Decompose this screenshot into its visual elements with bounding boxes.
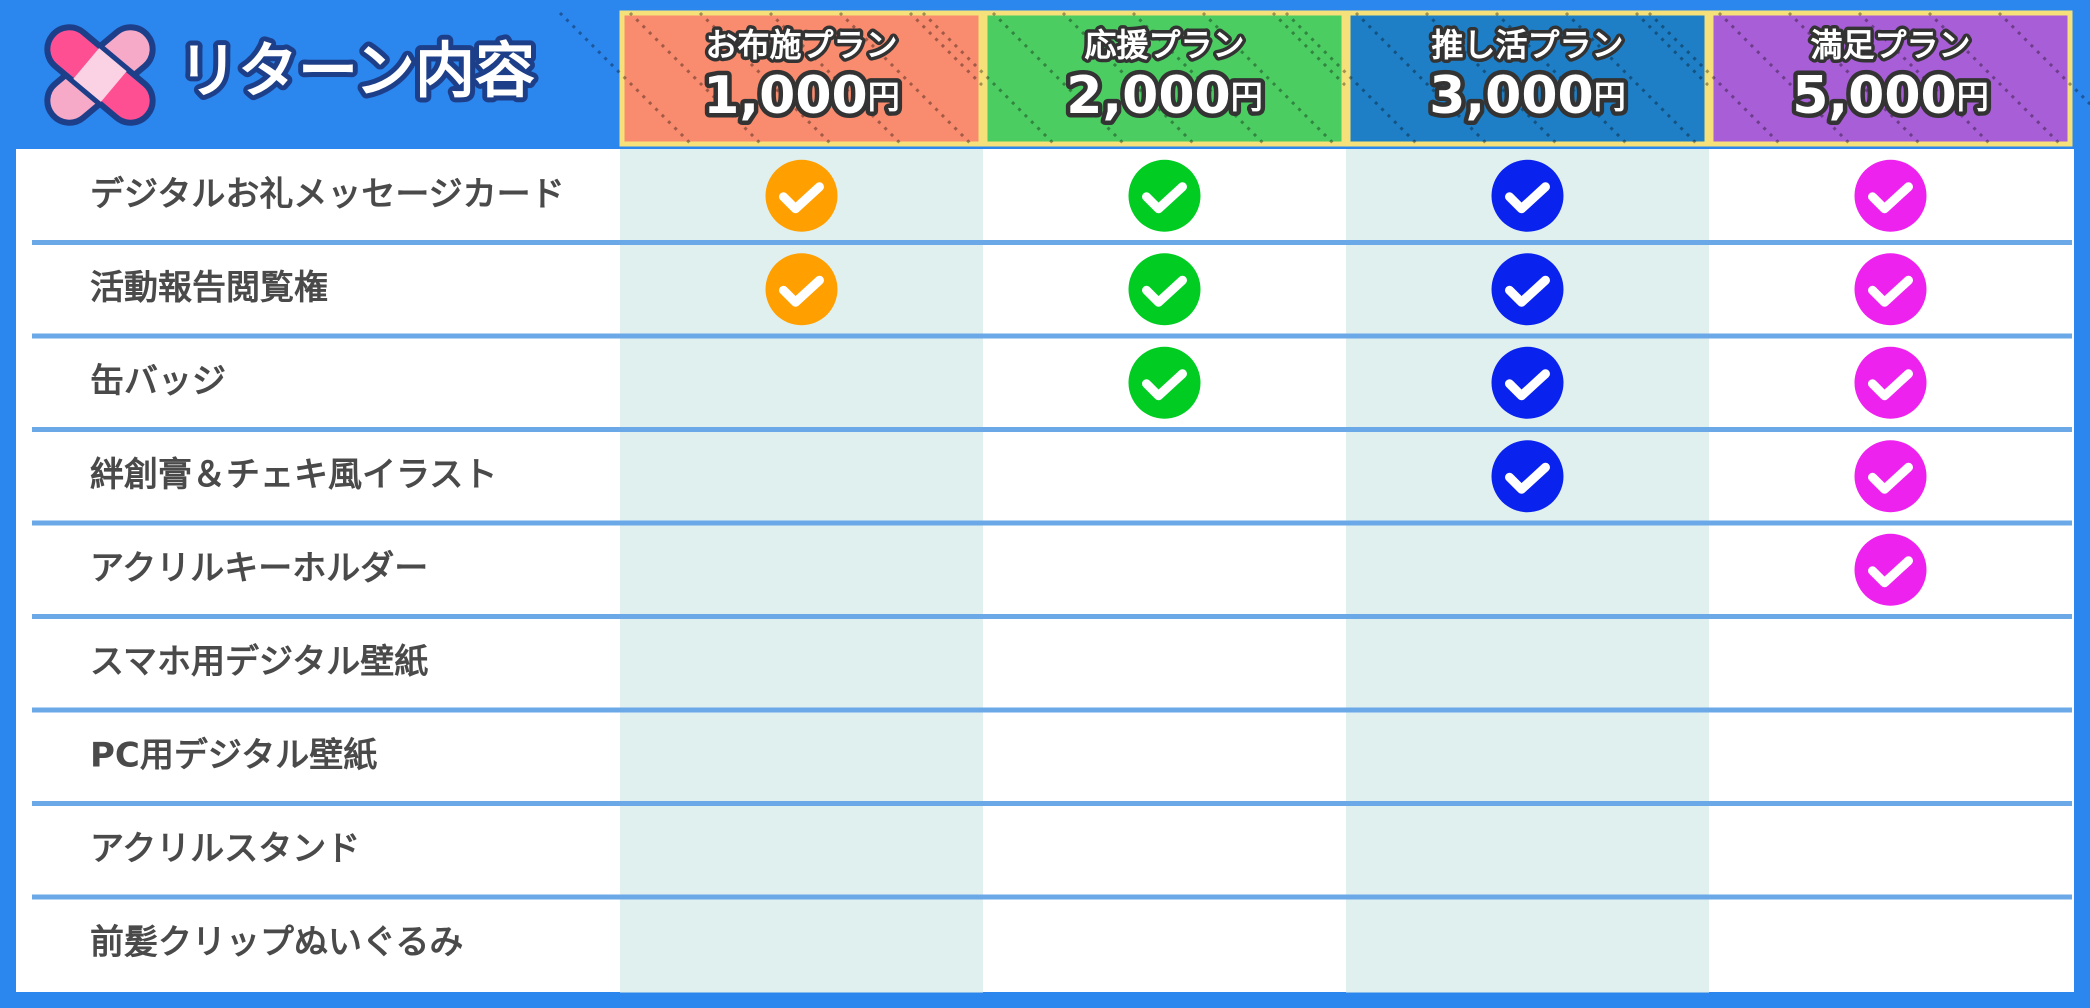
plan-price: 3,000円: [1429, 66, 1626, 126]
plan-header: [982, 10, 1347, 147]
check-mark: [1505, 462, 1550, 494]
check-icon: [1128, 253, 1201, 326]
price-amount: 3,000: [1429, 66, 1593, 126]
check-icon: [1854, 533, 1927, 606]
check-circle: [1854, 346, 1927, 419]
price-unit: 円: [1957, 78, 1989, 116]
check-circle: [1491, 440, 1564, 513]
item-label: アクリルスタンド: [90, 829, 360, 869]
item-label: デジタルお礼メッセージカード: [90, 174, 565, 214]
plan-header: [619, 10, 984, 147]
price-unit: 円: [1231, 78, 1263, 116]
plan-header: [1345, 10, 1710, 147]
pattern-line: [1354, 11, 1489, 146]
title: リターン内容: [178, 37, 535, 107]
pattern-line: [1717, 11, 1852, 146]
pattern-line: [1494, 11, 1629, 146]
pattern-line: [1787, 11, 1922, 146]
check-circle: [1128, 159, 1201, 232]
check-icon: [1128, 346, 1201, 419]
check-icon: [1854, 440, 1927, 513]
check-circle: [1854, 440, 1927, 513]
check-mark: [1142, 182, 1187, 214]
price-amount: 5,000: [1792, 66, 1956, 126]
pattern-line: [768, 11, 903, 146]
pattern-line: [838, 11, 973, 146]
check-circle: [1128, 253, 1201, 326]
check-icon: [1128, 159, 1201, 232]
check-icon: [1491, 253, 1564, 326]
bandage-icon: [44, 24, 156, 126]
plan-name: 推し活プラン: [1431, 26, 1623, 64]
pattern-line: [628, 11, 763, 146]
price-unit: 円: [1594, 78, 1626, 116]
check-circle: [1491, 346, 1564, 419]
price-amount: 1,000: [703, 66, 867, 126]
check-circle: [1128, 346, 1201, 419]
item-label: 活動報告閲覧権: [90, 268, 328, 308]
check-circle: [1854, 253, 1927, 326]
check-mark: [1868, 556, 1913, 588]
item-label: 絆創膏＆チェキ風イラスト: [90, 455, 497, 495]
check-icon: [1854, 159, 1927, 232]
check-icon: [1491, 440, 1564, 513]
table-body: [16, 149, 2074, 992]
check-mark: [1505, 369, 1550, 401]
check-icon: [1491, 159, 1564, 232]
plan-name: 応援プラン: [1084, 26, 1244, 64]
pattern-line: [1284, 11, 1419, 146]
check-mark: [1868, 275, 1913, 307]
price-amount: 2,000: [1066, 66, 1230, 126]
plan-price: 5,000円: [1792, 66, 1989, 126]
plan-header: [1708, 10, 2073, 147]
item-label: 缶バッジ: [90, 361, 226, 401]
pattern-line: [1997, 11, 2090, 107]
item-label: 前髪クリップぬいぐるみ: [90, 922, 463, 962]
check-mark: [779, 275, 824, 307]
check-icon: [765, 159, 838, 232]
check-mark: [1868, 182, 1913, 214]
plan-name: 満足プラン: [1810, 26, 1970, 64]
item-label: PC用デジタル壁紙: [90, 735, 377, 775]
pattern-line: [1424, 11, 1559, 146]
check-mark: [1505, 275, 1550, 307]
item-label: アクリルキーホルダー: [90, 548, 428, 588]
pattern-line: [1131, 11, 1266, 146]
check-circle: [1854, 533, 1927, 606]
pattern-line: [1857, 11, 1992, 146]
plan-price: 2,000円: [1066, 66, 1263, 126]
check-mark: [1868, 462, 1913, 494]
check-mark: [1142, 369, 1187, 401]
check-mark: [1142, 275, 1187, 307]
check-icon: [1854, 346, 1927, 419]
pattern-line: [1927, 11, 2062, 146]
pattern-line: [1564, 11, 1699, 146]
check-mark: [1505, 182, 1550, 214]
check-circle: [1491, 159, 1564, 232]
pattern-line: [1201, 11, 1336, 146]
check-circle: [1854, 159, 1927, 232]
check-circle: [765, 253, 838, 326]
check-icon: [1854, 253, 1927, 326]
pattern-line: [1647, 11, 1782, 146]
pattern-line: [921, 11, 1056, 146]
pattern-line: [1061, 11, 1196, 146]
check-mark: [779, 182, 824, 214]
plan-name: お布施プラン: [705, 26, 897, 64]
check-mark: [1868, 369, 1913, 401]
check-circle: [765, 159, 838, 232]
check-icon: [765, 253, 838, 326]
check-circle: [1491, 253, 1564, 326]
item-label: スマホ用デジタル壁紙: [90, 642, 428, 682]
pattern-line: [991, 11, 1126, 146]
pattern-line: [558, 11, 693, 146]
price-unit: 円: [868, 78, 900, 116]
plan-price: 1,000円: [703, 66, 900, 126]
pattern-line: [698, 11, 833, 146]
check-icon: [1491, 346, 1564, 419]
